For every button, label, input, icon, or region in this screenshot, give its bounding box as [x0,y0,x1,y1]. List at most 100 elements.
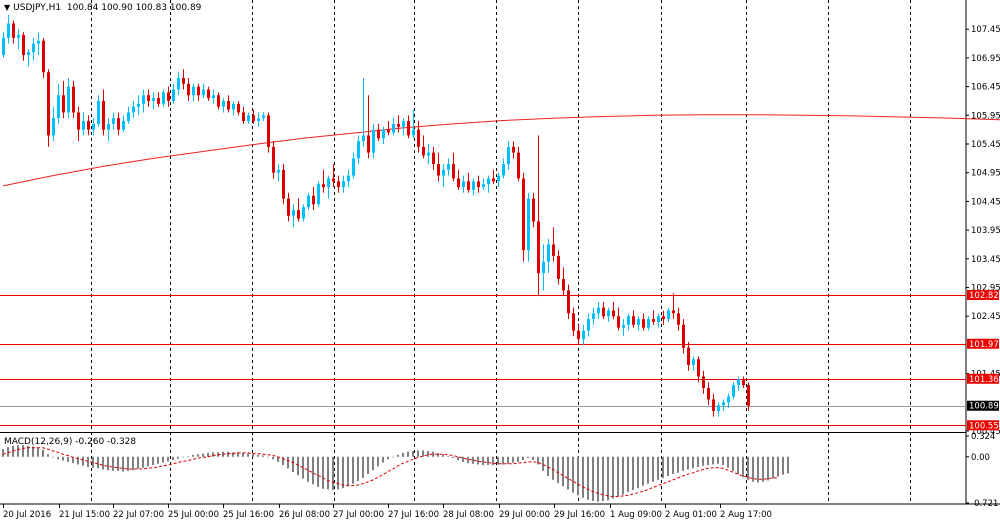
candle [467,172,470,193]
candle-body [592,313,595,320]
candle [512,141,515,159]
y-tick-label: 105.45 [971,140,1000,150]
candle [12,20,15,44]
candle-body [502,164,505,176]
candle [637,316,640,331]
candle [337,175,340,193]
candle [377,123,380,142]
candle [307,192,310,211]
macd-bar [352,456,354,484]
x-tick-label: 1 Aug 09:00 [610,510,662,520]
candle [542,244,545,291]
macd-bar [522,456,524,460]
candle [232,100,235,116]
candle-body [52,118,55,136]
candle [312,187,315,211]
candle [247,112,250,124]
candle [622,319,625,337]
macd-bar [432,451,434,457]
macd-bar [462,456,464,462]
candle [437,152,440,182]
y-tick-label: 103.95 [971,226,1000,236]
macd-bar [707,456,709,466]
macd-bar [97,456,99,469]
macd-bar [182,456,184,458]
candle-body [487,178,490,185]
macd-bar [507,456,509,464]
macd-bar [612,456,614,499]
macd-bar [7,447,9,457]
x-tick-label: 2 Aug 01:00 [665,510,717,520]
macd-bar [362,456,364,478]
candle-body [472,181,475,190]
macd-bar [267,456,269,458]
candle [497,172,500,188]
macd-bar [537,456,539,465]
macd-bar [772,456,774,479]
macd-bar [717,456,719,464]
candle-body [92,123,95,130]
candle-body [232,103,235,110]
macd-bar [457,456,459,460]
macd-bar [112,456,114,471]
macd-bar [2,449,4,457]
candle-body [272,146,275,173]
macd-bar [132,456,134,471]
candle [342,175,345,193]
macd-y-tick-label: 0.00 [971,453,990,463]
candle [217,92,220,110]
macd-bar [197,454,199,457]
candle [427,144,430,165]
candle [242,106,245,124]
candle [262,112,265,122]
macd-bar [312,456,314,485]
candle-body [292,210,295,216]
macd-bar [467,456,469,464]
candle-body [507,146,510,165]
candle-body [452,164,455,179]
candle-body [557,255,560,279]
candle-body [62,95,65,113]
time-axis: 20 Jul 2016 21 Jul 15:00 22 Jul 07:00 25 Ju… [3,504,772,520]
candle-body [227,100,230,110]
candle-body [642,319,645,328]
candle-body [517,152,520,179]
macd-bar [397,454,399,457]
macd-bar [587,456,589,500]
candle-body [667,310,670,320]
candle-body [212,95,215,99]
macd-bar [617,456,619,497]
candle [222,98,225,113]
candle-body [87,121,90,130]
x-tick-label: 27 Jul 16:00 [388,510,439,520]
macd-bar [107,456,109,471]
candle [592,307,595,325]
candle-body [192,86,195,96]
candle-body [442,169,445,176]
candle-body [712,399,715,411]
candle [737,376,740,391]
macd-bar [102,456,104,470]
level-tag [967,338,999,349]
candle-body [77,112,80,130]
macd-bar [627,456,629,493]
candle-body [357,141,360,159]
triangle-down-icon[interactable]: ▼ [4,3,11,12]
candle [392,118,395,136]
x-tick-label: 27 Jul 00:00 [333,510,384,520]
candle [27,49,30,67]
candle-body [652,319,655,322]
candle [2,32,5,58]
macd-bar [332,456,334,491]
candle-body [22,34,25,56]
candle-body [512,146,515,153]
candle-body [127,112,130,122]
macd-bar [47,454,49,457]
y-tick-label: 105.95 [971,111,1000,121]
macd-bar [472,456,474,464]
candle-body [562,278,565,291]
macd-bar [712,456,714,465]
macd-bar [757,456,759,483]
